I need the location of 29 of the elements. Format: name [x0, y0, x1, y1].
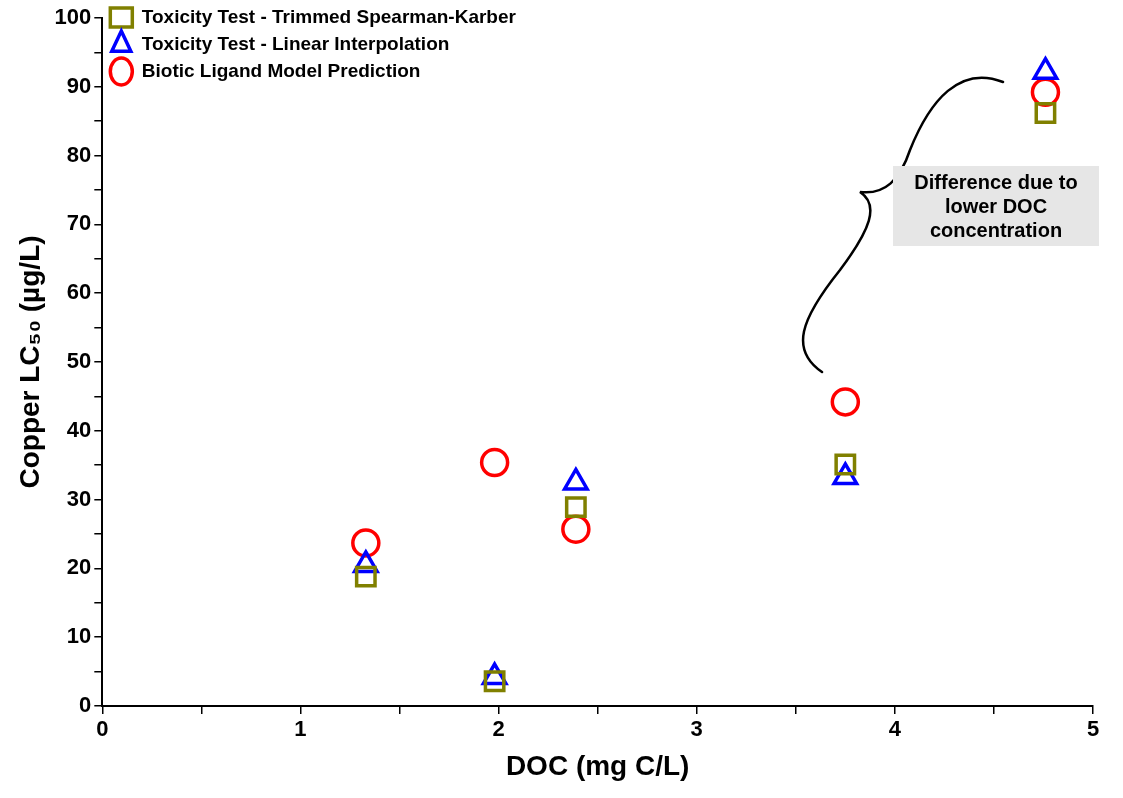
legend-label: Biotic Ligand Model Prediction: [141, 59, 421, 81]
y-tick-label: 0: [79, 692, 92, 718]
legend-label: Toxicity Test - Linear Interpolation: [141, 32, 450, 54]
y-tick-label: 100: [54, 4, 92, 30]
point: [830, 387, 861, 417]
y-tick-label: 50: [66, 348, 92, 374]
x-tick-label: 4: [888, 716, 902, 742]
point: [1034, 102, 1057, 124]
y-tick-label: 90: [66, 72, 92, 98]
y-tick-label: 10: [66, 623, 92, 649]
point: [564, 496, 587, 519]
legend-label: Toxicity Test - Trimmed Spearman-Karber: [141, 5, 517, 27]
annotation: Difference due to lower DOC concentration: [893, 166, 1099, 246]
y-axis-title: Copper LC₅₀ (µg/L): [13, 235, 45, 489]
y-tick-label: 40: [66, 416, 92, 442]
x-tick-label: 5: [1086, 716, 1100, 742]
x-axis-title: DOC (mg C/L): [505, 749, 690, 781]
point: [354, 565, 377, 588]
point: [479, 447, 510, 478]
point: [351, 528, 381, 558]
x-tick-label: 2: [492, 716, 505, 742]
y-tick-label: 80: [66, 141, 92, 167]
x-tick-label: 0: [96, 716, 109, 742]
x-tick-label: 3: [690, 716, 703, 742]
y-tick-label: 30: [66, 485, 92, 511]
x-tick-label: 1: [294, 716, 307, 742]
y-tick-label: 20: [66, 554, 92, 580]
y-tick-label: 60: [66, 279, 92, 305]
y-tick-label: 70: [66, 210, 92, 236]
